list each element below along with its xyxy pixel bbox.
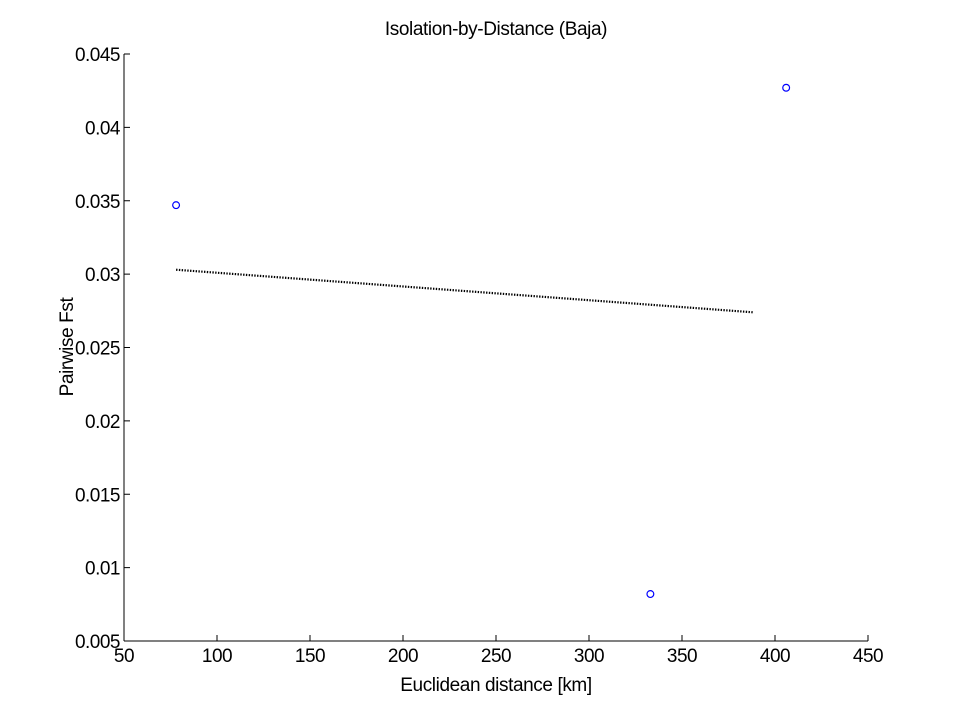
x-tick-label: 250 — [481, 646, 511, 667]
y-axis: 0.005 0.01 0.015 0.02 0.025 0.03 0.035 0.04 0.04… — [75, 45, 130, 653]
y-tick-label: 0.01 — [85, 559, 120, 580]
x-tick-label: 300 — [574, 646, 604, 667]
y-tick-label: 0.005 — [75, 632, 120, 653]
x-tick-label: 200 — [388, 646, 418, 667]
data-point — [172, 201, 181, 210]
regression-line — [175, 268, 753, 314]
x-tick-label: 100 — [202, 646, 232, 667]
y-tick-label: 0.015 — [75, 485, 120, 506]
scatter-points — [172, 83, 791, 599]
x-axis-label: Euclidean distance [km] — [400, 675, 591, 696]
y-tick-label: 0.03 — [85, 265, 120, 286]
trend-line — [175, 268, 753, 314]
y-tick-label: 0.035 — [75, 192, 120, 213]
y-tick-label: 0.025 — [75, 339, 120, 360]
y-axis-label: Pairwise Fst — [57, 297, 78, 397]
chart-title: Isolation-by-Distance (Baja) — [385, 19, 607, 40]
x-axis: 50 100 150 200 250 300 350 400 450 — [114, 635, 884, 667]
x-tick-label: 400 — [760, 646, 790, 667]
x-tick-label: 150 — [295, 646, 325, 667]
data-point — [646, 590, 655, 599]
x-tick-label: 450 — [853, 646, 883, 667]
data-point — [782, 83, 791, 92]
y-tick-label: 0.02 — [85, 412, 120, 433]
y-tick-label: 0.045 — [75, 45, 120, 66]
y-tick-label: 0.04 — [85, 118, 121, 139]
x-tick-label: 50 — [114, 646, 134, 667]
x-tick-label: 350 — [667, 646, 697, 667]
plot-area — [123, 54, 868, 642]
